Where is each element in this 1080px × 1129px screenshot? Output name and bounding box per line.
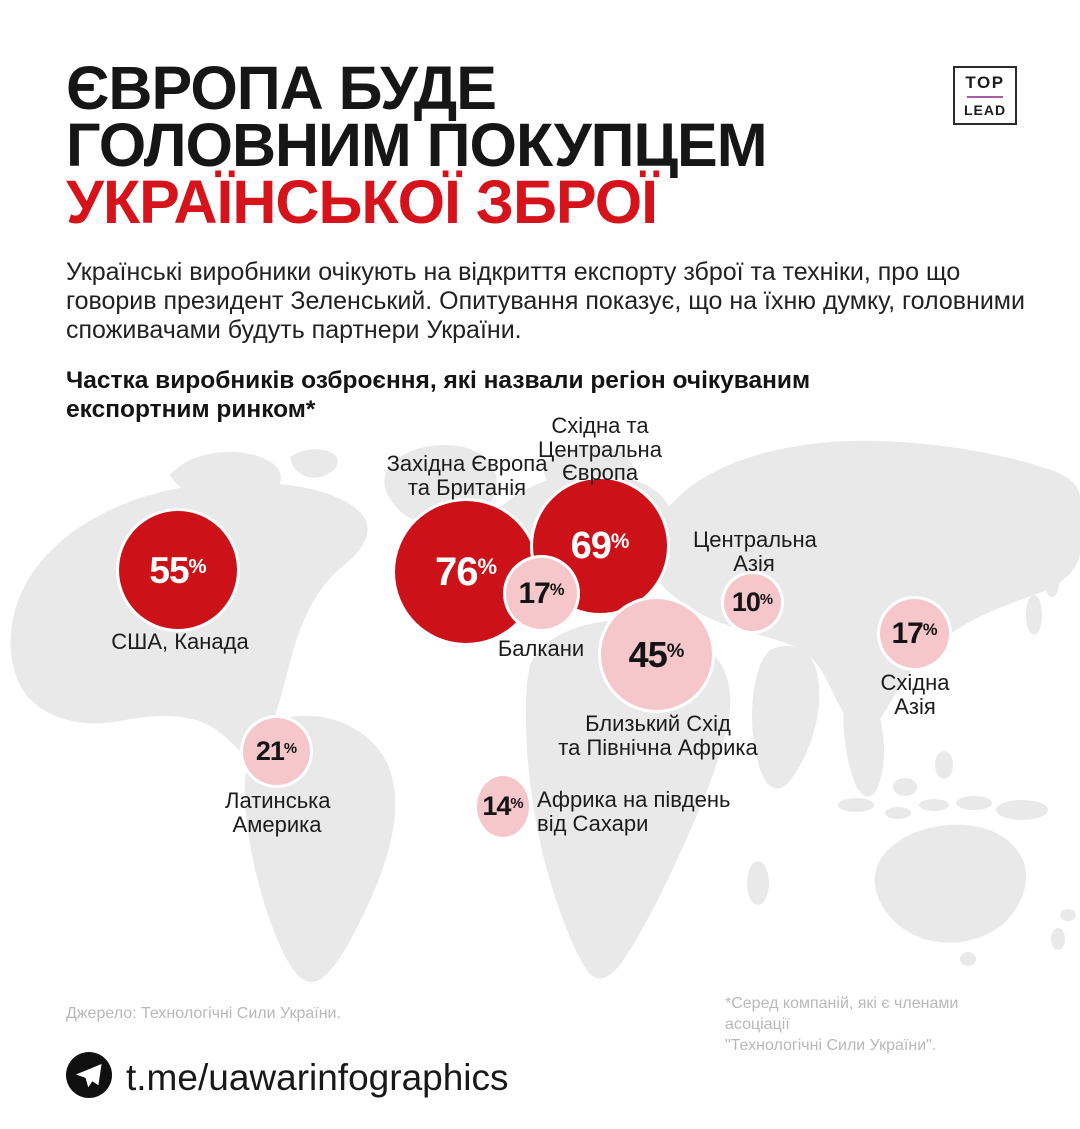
source-note: Джерело: Технологічні Сили України. — [66, 1005, 341, 1022]
label-sub-saharan-africa: Африка на південь від Сахари — [537, 787, 731, 836]
intro-paragraph: Українські виробники очікують на відкрит… — [66, 258, 1025, 344]
telegram-link[interactable]: t.me/uawarinfographics — [126, 1057, 509, 1098]
bubble-middle-east-north-africa-value: 45% — [628, 633, 685, 675]
bubble-balkans-value: 17% — [518, 576, 565, 610]
label-central-asia: Центральна Азія — [693, 527, 817, 576]
bubble-eastern-central-europe-value: 69% — [570, 525, 630, 567]
footnote: *Серед компаній, які є членами асоціації… — [725, 995, 959, 1054]
chart-heading: Частка виробників озброєння, які назвали… — [66, 367, 811, 423]
toplead-logo: TOP LEAD — [953, 66, 1017, 125]
bubble-usa-canada: 55% — [119, 511, 237, 629]
bubble-latin-america-value: 21% — [255, 736, 298, 766]
toplead-logo-divider — [967, 96, 1003, 98]
telegram-icon[interactable] — [66, 1052, 112, 1098]
title-line-1: ЄВРОПА БУДЕ — [66, 54, 497, 122]
label-usa-canada: США, Канада — [111, 629, 249, 654]
bubble-middle-east-north-africa: 45% — [601, 599, 712, 710]
label-western-europe-britain: Західна Європа та Британія — [386, 451, 548, 500]
page-title: ЄВРОПА БУДЕ ГОЛОВНИМ ПОКУПЦЕМ УКРАЇНСЬКО… — [66, 54, 966, 236]
label-middle-east-north-africa: Близький Схід та Північна Африка — [558, 711, 758, 760]
bubble-latin-america: 21% — [243, 718, 310, 785]
label-latin-america: Латинська Америка — [225, 788, 331, 837]
label-eastern-central-europe: Східна та Центральна Європа — [538, 413, 662, 485]
bubble-western-europe-britain-value: 76% — [434, 550, 498, 594]
bubble-sub-saharan-africa: 14% — [477, 776, 529, 837]
title-line-3: УКРАЇНСЬКОЇ ЗБРОЇ — [66, 168, 658, 236]
bubble-east-asia: 17% — [880, 599, 949, 668]
bubble-usa-canada-value: 55% — [149, 549, 207, 591]
bubble-balkans: 17% — [506, 558, 577, 629]
bubble-central-asia-value: 10% — [731, 587, 774, 617]
bubble-central-asia: 10% — [724, 574, 781, 631]
bubble-east-asia-value: 17% — [891, 616, 938, 650]
title-line-2: ГОЛОВНИМ ПОКУПЦЕМ — [66, 111, 768, 179]
label-balkans: Балкани — [497, 636, 585, 661]
toplead-logo-top-text: TOP — [965, 73, 1005, 92]
label-east-asia: Східна Азія — [880, 670, 950, 719]
bubble-sub-saharan-africa-value: 14% — [482, 791, 524, 821]
toplead-logo-lead-text: LEAD — [963, 102, 1007, 118]
